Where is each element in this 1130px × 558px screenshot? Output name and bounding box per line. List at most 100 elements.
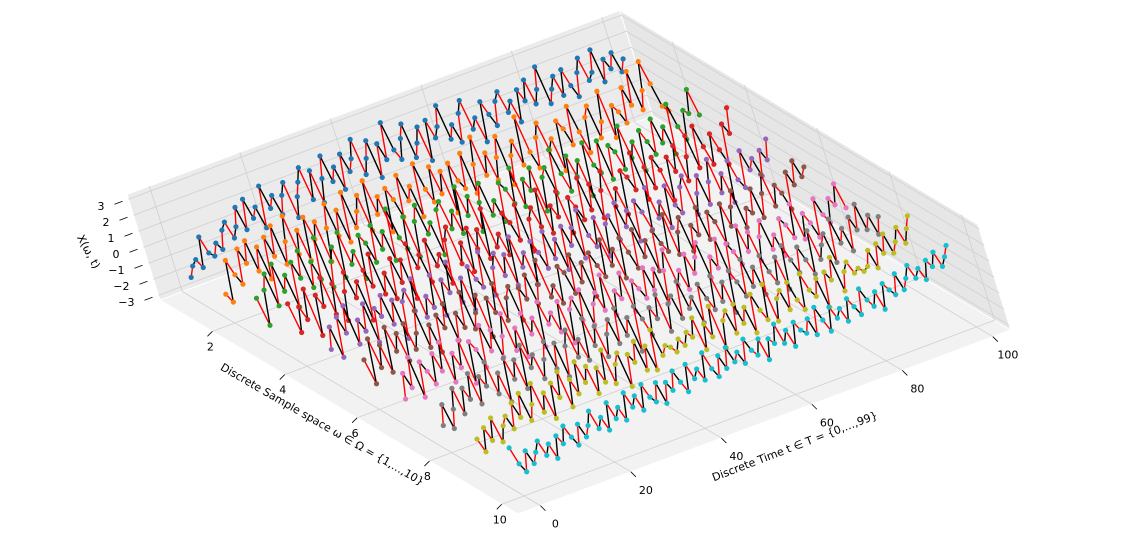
line-segment	[437, 342, 444, 372]
data-point	[675, 123, 681, 130]
series	[326, 136, 770, 360]
data-point	[449, 350, 455, 356]
data-point	[551, 340, 557, 346]
data-point	[630, 338, 636, 344]
line-segment	[690, 317, 694, 338]
line-segment	[598, 239, 613, 266]
line-segment	[255, 246, 260, 272]
line-segment	[437, 341, 457, 383]
data-point	[641, 164, 647, 170]
line-segment	[589, 49, 593, 73]
data-point	[502, 186, 508, 192]
data-point	[399, 156, 405, 162]
line-segment	[671, 370, 674, 391]
data-point	[672, 202, 678, 208]
data-point	[624, 351, 630, 357]
data-point	[363, 328, 369, 334]
line-segment	[785, 329, 797, 347]
data-point	[426, 322, 432, 328]
data-point	[612, 185, 619, 192]
data-point	[799, 210, 805, 216]
data-point	[390, 196, 396, 203]
line-segment	[553, 342, 571, 377]
line-segment	[281, 215, 286, 242]
data-point	[864, 297, 870, 303]
plot-area	[188, 47, 949, 475]
data-point	[732, 359, 738, 365]
line-segment	[554, 120, 567, 171]
line-segment	[427, 166, 436, 203]
data-point	[709, 366, 715, 372]
grid-line	[620, 14, 980, 230]
line-segment	[534, 66, 552, 104]
data-point	[354, 192, 360, 198]
data-point	[720, 317, 726, 324]
line-segment	[458, 100, 474, 130]
data-point	[447, 290, 453, 296]
data-point	[736, 148, 742, 154]
line-segment	[722, 320, 727, 348]
line-segment	[853, 203, 868, 230]
data-point	[624, 120, 630, 126]
data-point	[428, 344, 434, 350]
data-point	[703, 156, 710, 162]
data-point	[515, 390, 521, 396]
data-point	[546, 147, 552, 153]
data-point	[401, 287, 407, 293]
tick-mark	[124, 232, 133, 237]
data-point	[652, 185, 659, 191]
data-point	[490, 265, 496, 271]
line-segment	[263, 289, 271, 326]
data-point	[491, 198, 497, 204]
line-segment	[477, 182, 494, 216]
line-segment	[560, 173, 573, 192]
data-point	[631, 393, 637, 399]
data-point	[276, 303, 282, 309]
line-segment	[502, 358, 516, 380]
line-segment	[444, 262, 451, 293]
data-point	[718, 170, 724, 177]
line-segment	[458, 291, 477, 330]
grid-line	[212, 146, 706, 332]
data-point	[545, 441, 551, 447]
data-point	[500, 355, 506, 362]
data-point	[355, 232, 361, 238]
data-point	[623, 224, 630, 230]
data-point	[330, 164, 337, 170]
data-point	[442, 224, 449, 230]
data-point	[310, 196, 316, 203]
line-segment	[605, 402, 611, 431]
data-point	[851, 201, 857, 207]
data-point	[628, 226, 635, 233]
data-point	[382, 206, 388, 212]
data-point	[929, 263, 936, 270]
data-point	[660, 267, 667, 274]
data-point	[826, 304, 832, 310]
data-point	[613, 416, 619, 422]
line-segment	[319, 155, 334, 182]
data-point	[605, 213, 611, 219]
line-segment	[932, 251, 944, 267]
data-point	[400, 214, 406, 220]
line-segment	[308, 170, 326, 203]
line-segment	[484, 152, 499, 181]
data-point	[342, 186, 349, 192]
line-segment	[418, 361, 426, 398]
data-point	[603, 379, 609, 385]
data-point	[864, 227, 870, 233]
line-segment	[595, 140, 603, 174]
data-point	[527, 380, 533, 387]
line-segment	[241, 199, 248, 230]
line-segment	[534, 189, 543, 228]
line-segment	[625, 210, 642, 242]
data-point	[241, 238, 248, 244]
data-point	[602, 79, 608, 85]
line-segment	[522, 79, 537, 105]
data-point	[786, 201, 792, 207]
data-point	[737, 256, 743, 262]
data-point	[820, 317, 826, 323]
line-segment	[331, 283, 338, 315]
line-segment	[495, 157, 500, 180]
data-point	[320, 332, 326, 338]
line-segment	[882, 233, 895, 254]
